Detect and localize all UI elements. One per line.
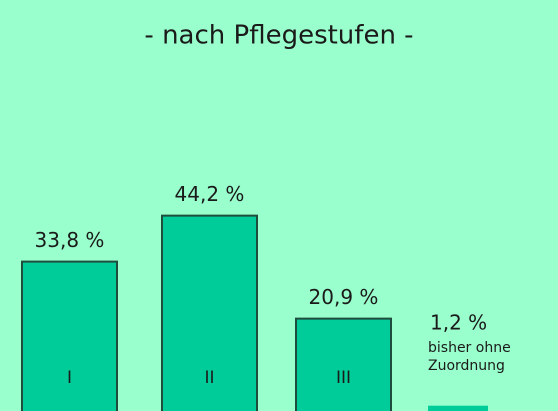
value-label: 1,2 % bbox=[430, 311, 487, 335]
bar bbox=[295, 317, 392, 411]
bar bbox=[21, 260, 118, 411]
category-label: III bbox=[336, 368, 351, 388]
bar bbox=[161, 214, 258, 411]
value-label: 20,9 % bbox=[309, 285, 379, 309]
category-label: I bbox=[67, 368, 72, 388]
chart-title: - nach Pflegestufen - bbox=[144, 21, 413, 51]
value-label: 44,2 % bbox=[175, 182, 245, 206]
value-label: 33,8 % bbox=[35, 228, 105, 252]
category-label-box: bisher ohne Zuordnung bbox=[428, 340, 511, 374]
category-label: II bbox=[204, 368, 214, 388]
bar bbox=[428, 405, 488, 411]
category-label: bisher ohne Zuordnung bbox=[428, 340, 511, 374]
